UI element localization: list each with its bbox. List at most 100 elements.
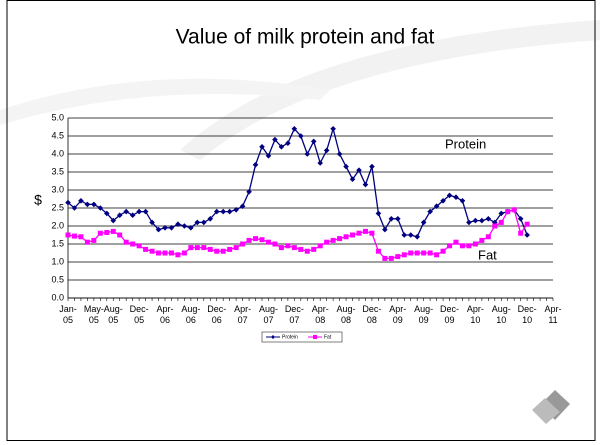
- point: [434, 252, 440, 258]
- point: [330, 126, 336, 132]
- point: [226, 208, 233, 215]
- decoration: [0, 78, 330, 125]
- point: [175, 252, 181, 258]
- point: [317, 243, 323, 249]
- point: [343, 163, 349, 170]
- y-tick-label: 4.0: [51, 148, 64, 158]
- point: [220, 208, 226, 215]
- point: [453, 194, 459, 200]
- point: [298, 246, 304, 252]
- chart-title: Value of milk protein and fat: [176, 26, 435, 49]
- point: [498, 210, 505, 217]
- point: [466, 219, 472, 226]
- point: [246, 189, 252, 195]
- point: [253, 236, 259, 242]
- point: [168, 225, 175, 231]
- annotation: Fat: [478, 247, 497, 262]
- x-tick-label: Apr-11: [544, 304, 561, 325]
- point: [517, 216, 524, 222]
- point: [239, 203, 246, 209]
- point: [511, 207, 517, 213]
- x-tick-label: Apr-09: [389, 304, 406, 325]
- y-axis-label: $: [34, 192, 42, 208]
- logo: [532, 390, 570, 424]
- point: [116, 212, 123, 218]
- point: [117, 232, 123, 238]
- point: [123, 239, 129, 245]
- point: [362, 228, 368, 234]
- point: [110, 217, 117, 224]
- point: [388, 255, 394, 261]
- point: [414, 234, 420, 240]
- point: [401, 252, 407, 258]
- y-tick-label: 1.5: [51, 238, 64, 248]
- point: [485, 216, 492, 222]
- point: [129, 212, 136, 218]
- point: [420, 219, 427, 226]
- point: [362, 181, 369, 188]
- point: [213, 208, 220, 215]
- point: [401, 232, 408, 238]
- point: [427, 250, 433, 256]
- y-tick-label: 0.5: [51, 274, 64, 284]
- slide-border: [6, 0, 596, 441]
- point: [472, 241, 478, 247]
- point: [97, 230, 103, 236]
- point: [110, 228, 116, 234]
- point: [71, 205, 78, 211]
- point: [91, 201, 97, 208]
- point: [162, 250, 168, 256]
- x-tick-label: Dec-07: [285, 304, 304, 325]
- point: [479, 217, 485, 224]
- point: [233, 245, 239, 251]
- point: [407, 232, 414, 238]
- x-tick-label: Dec-06: [207, 304, 226, 325]
- x-tick-label: Dec-09: [440, 304, 459, 325]
- point: [207, 216, 214, 222]
- point: [395, 216, 401, 222]
- point: [84, 201, 91, 208]
- point: [459, 198, 466, 204]
- point: [130, 241, 136, 247]
- point: [272, 241, 278, 247]
- point: [505, 209, 511, 215]
- point: [395, 254, 401, 260]
- point: [136, 243, 142, 249]
- point: [214, 248, 220, 254]
- point: [97, 205, 104, 211]
- x-tick-label: Dec-10: [518, 304, 537, 325]
- point: [240, 241, 246, 247]
- point: [298, 133, 304, 139]
- point: [317, 160, 323, 166]
- point: [162, 225, 168, 231]
- point: [375, 248, 381, 254]
- point: [91, 237, 97, 243]
- point: [518, 230, 524, 236]
- y-tick-label: 3.0: [51, 184, 64, 194]
- point: [65, 199, 71, 206]
- point: [194, 245, 200, 251]
- x-tick-label: Aug-08: [337, 304, 356, 325]
- point: [440, 198, 446, 204]
- point: [408, 250, 414, 256]
- point: [356, 230, 362, 236]
- point: [311, 246, 317, 252]
- point: [175, 221, 181, 227]
- point: [324, 239, 330, 245]
- x-tick-label: Dec-08: [362, 304, 381, 325]
- point: [446, 192, 453, 199]
- point: [156, 250, 162, 256]
- y-tick-label: 2.5: [51, 202, 64, 212]
- x-tick-label: Aug-06: [181, 304, 200, 325]
- point: [524, 232, 530, 238]
- point: [343, 234, 349, 240]
- point: [498, 219, 504, 225]
- point: [336, 151, 343, 157]
- point: [323, 147, 330, 154]
- legend-label: Fat: [324, 334, 332, 340]
- x-tick-label: Apr-07: [234, 304, 251, 325]
- x-tick-label: Aug-05: [104, 304, 123, 325]
- point: [142, 208, 149, 215]
- point: [492, 219, 498, 226]
